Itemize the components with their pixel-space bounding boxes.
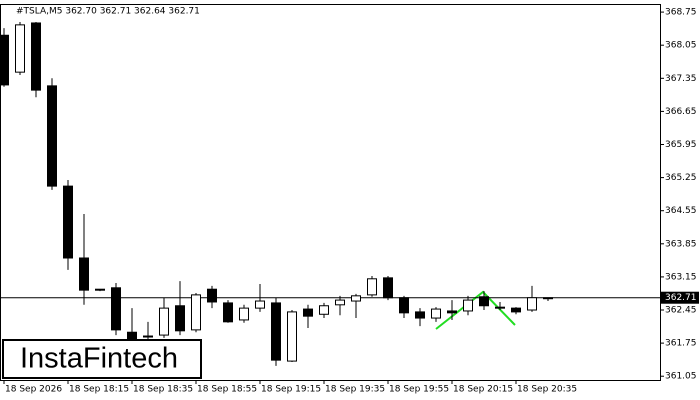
candle-body bbox=[431, 308, 441, 319]
y-tick-label: 363.85 bbox=[665, 239, 697, 249]
candle-body bbox=[223, 302, 233, 323]
x-tick-label: 18 Sep 2026 bbox=[5, 385, 62, 395]
x-tick-label: 18 Sep 20:15 bbox=[453, 385, 513, 395]
candle-body bbox=[111, 287, 121, 331]
candle-body bbox=[95, 288, 105, 291]
candle-body bbox=[47, 85, 57, 187]
x-tick-label: 18 Sep 18:55 bbox=[197, 385, 257, 395]
candle-body bbox=[447, 310, 457, 314]
candle-body bbox=[239, 307, 249, 321]
x-tick-label: 18 Sep 19:35 bbox=[325, 385, 385, 395]
candle-body bbox=[319, 305, 329, 315]
chart-title: #TSLA,M5 362.70 362.71 362.64 362.71 bbox=[16, 7, 200, 17]
y-tick-label: 361.75 bbox=[665, 339, 697, 349]
candle-body bbox=[479, 296, 489, 307]
candle-body bbox=[495, 306, 505, 309]
last-price-box bbox=[661, 291, 699, 304]
candle-body bbox=[63, 185, 73, 259]
candle-body bbox=[527, 297, 537, 311]
plot-frame bbox=[0, 4, 661, 381]
y-tick-label: 368.05 bbox=[665, 41, 697, 51]
y-tick-label: 363.15 bbox=[665, 272, 697, 282]
candle-body bbox=[303, 308, 313, 317]
candle-body bbox=[0, 34, 9, 86]
candle-body bbox=[207, 288, 217, 303]
candle-body bbox=[143, 335, 153, 338]
x-tick-label: 18 Sep 19:15 bbox=[261, 385, 321, 395]
y-tick-label: 367.35 bbox=[665, 74, 697, 84]
candle-body bbox=[255, 300, 265, 309]
y-tick-label: 365.95 bbox=[665, 140, 697, 150]
candle-body bbox=[15, 24, 25, 73]
candle-body bbox=[191, 294, 201, 331]
candle-body bbox=[399, 297, 409, 314]
candle-body bbox=[31, 22, 41, 91]
x-tick-label: 18 Sep 18:35 bbox=[133, 385, 193, 395]
y-tick-label: 361.05 bbox=[665, 372, 697, 382]
y-tick-label: 364.55 bbox=[665, 206, 697, 216]
last-price-label: 362.71 bbox=[665, 293, 697, 303]
candle-body bbox=[287, 311, 297, 362]
candle-body bbox=[79, 257, 89, 291]
y-tick-label: 365.25 bbox=[665, 173, 697, 183]
x-tick-label: 18 Sep 20:35 bbox=[517, 385, 577, 395]
y-tick-label: 366.65 bbox=[665, 107, 697, 117]
y-tick-label: 362.45 bbox=[665, 306, 697, 316]
candle-body bbox=[367, 278, 377, 296]
candle-body bbox=[543, 297, 553, 300]
candle-body bbox=[463, 299, 473, 312]
candle-body bbox=[383, 277, 393, 299]
candle-body bbox=[159, 307, 169, 336]
candle-body bbox=[335, 299, 345, 306]
watermark-box bbox=[2, 339, 202, 379]
candle-body bbox=[127, 331, 137, 340]
x-tick-label: 18 Sep 19:55 bbox=[389, 385, 449, 395]
candle-body bbox=[175, 305, 185, 332]
candle-body bbox=[415, 311, 425, 319]
candle-body bbox=[511, 307, 521, 313]
candle-body bbox=[271, 302, 281, 361]
x-tick-label: 18 Sep 18:15 bbox=[69, 385, 129, 395]
watermark: InstaFintech bbox=[20, 343, 178, 375]
y-tick-label: 368.75 bbox=[665, 8, 697, 18]
candle-body bbox=[351, 295, 361, 302]
